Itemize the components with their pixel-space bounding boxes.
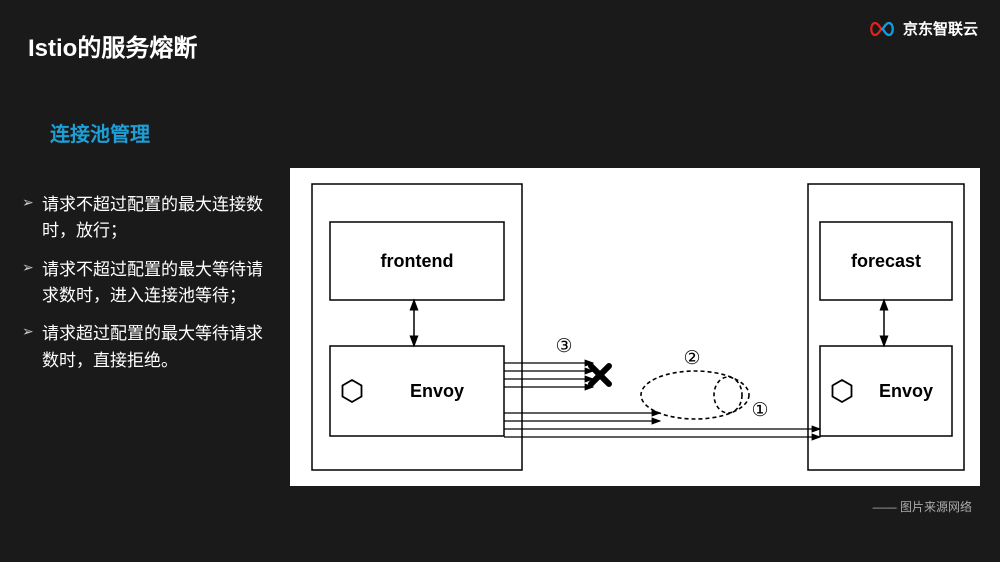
step-number: ① — [751, 400, 768, 421]
envoy-right-label: Envoy — [879, 381, 933, 401]
brand-text: 京东智联云 — [903, 18, 978, 39]
page-title: Istio的服务熔断 — [28, 28, 197, 63]
frontend-label: frontend — [381, 251, 454, 271]
subtitle: 连接池管理 — [50, 118, 150, 147]
logo-right-loop — [882, 23, 893, 35]
step-number: ③ — [555, 336, 572, 357]
bullet-list: 请求不超过配置的最大连接数时，放行； 请求不超过配置的最大等待请求数时，进入连接… — [22, 192, 272, 386]
architecture-diagram: frontend Envoy forecast Envoy ③ ② ① — [290, 168, 980, 486]
list-item: 请求超过配置的最大等待请求数时，直接拒绝。 — [22, 321, 272, 374]
step-number: ② — [683, 348, 700, 369]
list-item: 请求不超过配置的最大连接数时，放行； — [22, 192, 272, 245]
forecast-label: forecast — [851, 251, 921, 271]
image-attribution: —— 图片来源网络 — [873, 498, 972, 515]
pool-inner-ellipse — [714, 377, 742, 413]
list-item: 请求不超过配置的最大等待请求数时，进入连接池等待； — [22, 257, 272, 310]
brand-logo: 京东智联云 — [867, 18, 978, 39]
infinity-icon — [867, 20, 897, 38]
envoy-left-label: Envoy — [410, 381, 464, 401]
